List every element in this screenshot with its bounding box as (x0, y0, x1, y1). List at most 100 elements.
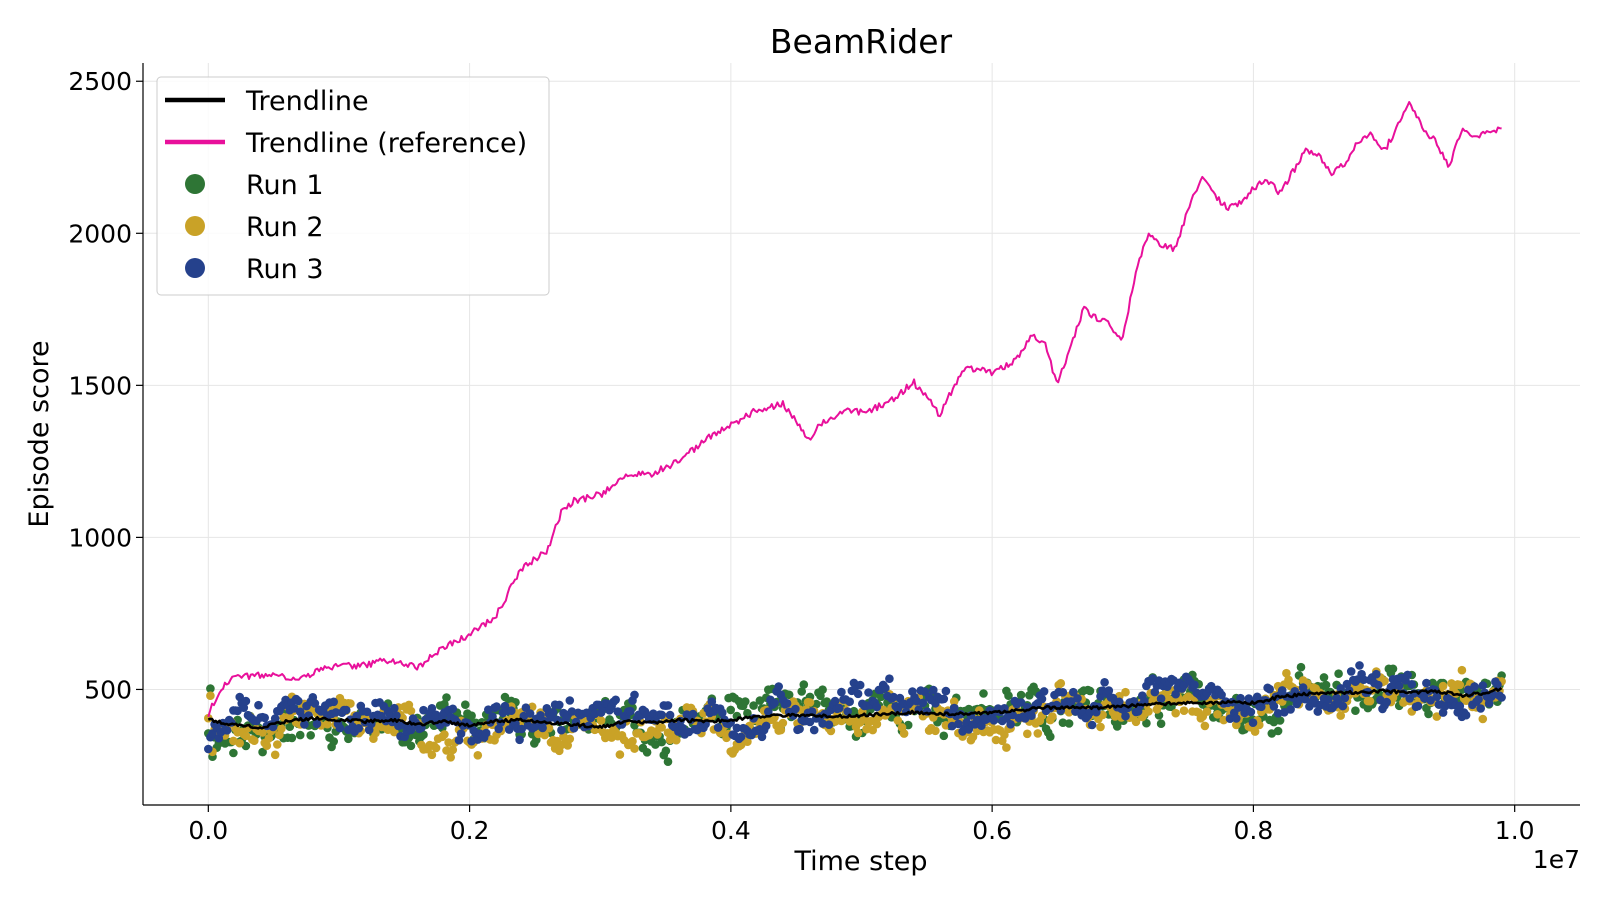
run-point (1023, 729, 1032, 739)
run-point (454, 735, 464, 745)
run-point (1096, 722, 1105, 732)
run-point (1027, 711, 1036, 720)
run-point (1248, 718, 1258, 727)
run-point (204, 713, 213, 723)
run-point (1048, 712, 1057, 721)
run-point (235, 738, 244, 748)
run-point (273, 740, 282, 749)
legend-label: Run 1 (246, 170, 324, 201)
run-point (1250, 727, 1260, 736)
run-point (941, 686, 951, 696)
run-point (1497, 693, 1506, 702)
run-point (797, 687, 806, 696)
run-point (770, 698, 779, 708)
run-point (979, 689, 988, 698)
run-point (1179, 706, 1189, 715)
run-point (868, 725, 877, 735)
run-point (385, 710, 395, 720)
run-point (1286, 705, 1295, 714)
run-point (442, 746, 451, 755)
run-point (1372, 669, 1381, 679)
run-point (517, 724, 526, 734)
run-point (1338, 701, 1348, 711)
run-point (749, 701, 758, 710)
run-point (782, 699, 792, 708)
y-tick-label: 1000 (68, 523, 132, 552)
run-point (881, 683, 890, 693)
run-point (312, 719, 322, 729)
run-point (1016, 690, 1026, 700)
run-point (1470, 682, 1479, 691)
run-point (552, 715, 562, 725)
run-point (1424, 709, 1433, 719)
run-point (791, 704, 800, 714)
run-point (939, 731, 949, 741)
run-point (626, 706, 635, 716)
legend-item: Run 1 (185, 170, 324, 201)
run-point (442, 693, 451, 702)
run-point (1355, 661, 1364, 670)
run-point (1340, 693, 1350, 703)
run-point (657, 710, 666, 720)
run-point (642, 748, 652, 757)
legend-label: Run 3 (246, 254, 324, 285)
run-point (323, 719, 332, 729)
run-point (270, 750, 280, 760)
run-point (488, 712, 497, 721)
run-point (444, 738, 453, 747)
run-point (1085, 708, 1095, 717)
run-point (1432, 692, 1442, 701)
run-point (329, 697, 339, 707)
run-point (557, 725, 566, 735)
run-point (1476, 704, 1485, 713)
run-point (761, 721, 771, 731)
run-point (1232, 714, 1241, 723)
x-axis-offset-label: 1e7 (1533, 845, 1580, 874)
run-point (824, 720, 834, 729)
run-point (1064, 719, 1074, 728)
x-tick-label: 0.0 (188, 816, 228, 845)
run-point (446, 753, 456, 762)
run-point (805, 717, 815, 727)
run-point (481, 728, 491, 738)
run-point (1319, 673, 1329, 682)
run-point (1478, 681, 1488, 690)
run-point (657, 723, 666, 732)
run-point (615, 750, 625, 759)
run-point (1334, 669, 1343, 678)
legend-label: Trendline (reference) (245, 128, 527, 159)
y-tick-label: 2500 (68, 67, 132, 96)
run-point (1478, 714, 1488, 724)
run-point (1142, 718, 1151, 728)
legend-item: Trendline (165, 86, 369, 117)
run-point (799, 680, 809, 689)
run-point (544, 723, 554, 733)
run-point (630, 744, 639, 753)
run-point (204, 744, 213, 754)
run-point (885, 674, 894, 683)
run-point (1296, 662, 1306, 672)
run-point (899, 729, 909, 738)
run-point (1432, 712, 1442, 721)
run-point (795, 724, 804, 734)
run-point (406, 741, 416, 751)
run-point (1321, 680, 1331, 690)
run-point (1455, 680, 1465, 690)
run-point (805, 698, 815, 707)
run-point (688, 709, 698, 719)
run-point (764, 707, 773, 716)
run-point (260, 713, 270, 723)
run-point (1382, 697, 1391, 707)
run-point (672, 735, 681, 745)
run-point (1039, 687, 1049, 696)
run-point (991, 735, 1001, 745)
run-point (329, 737, 339, 746)
run-point (1069, 687, 1078, 697)
run-point (1140, 696, 1149, 706)
run-point (287, 733, 297, 743)
run-point (258, 747, 267, 757)
run-point (1000, 704, 1009, 713)
run-point (872, 719, 882, 729)
run-point (500, 692, 510, 702)
run-point (1277, 686, 1287, 695)
